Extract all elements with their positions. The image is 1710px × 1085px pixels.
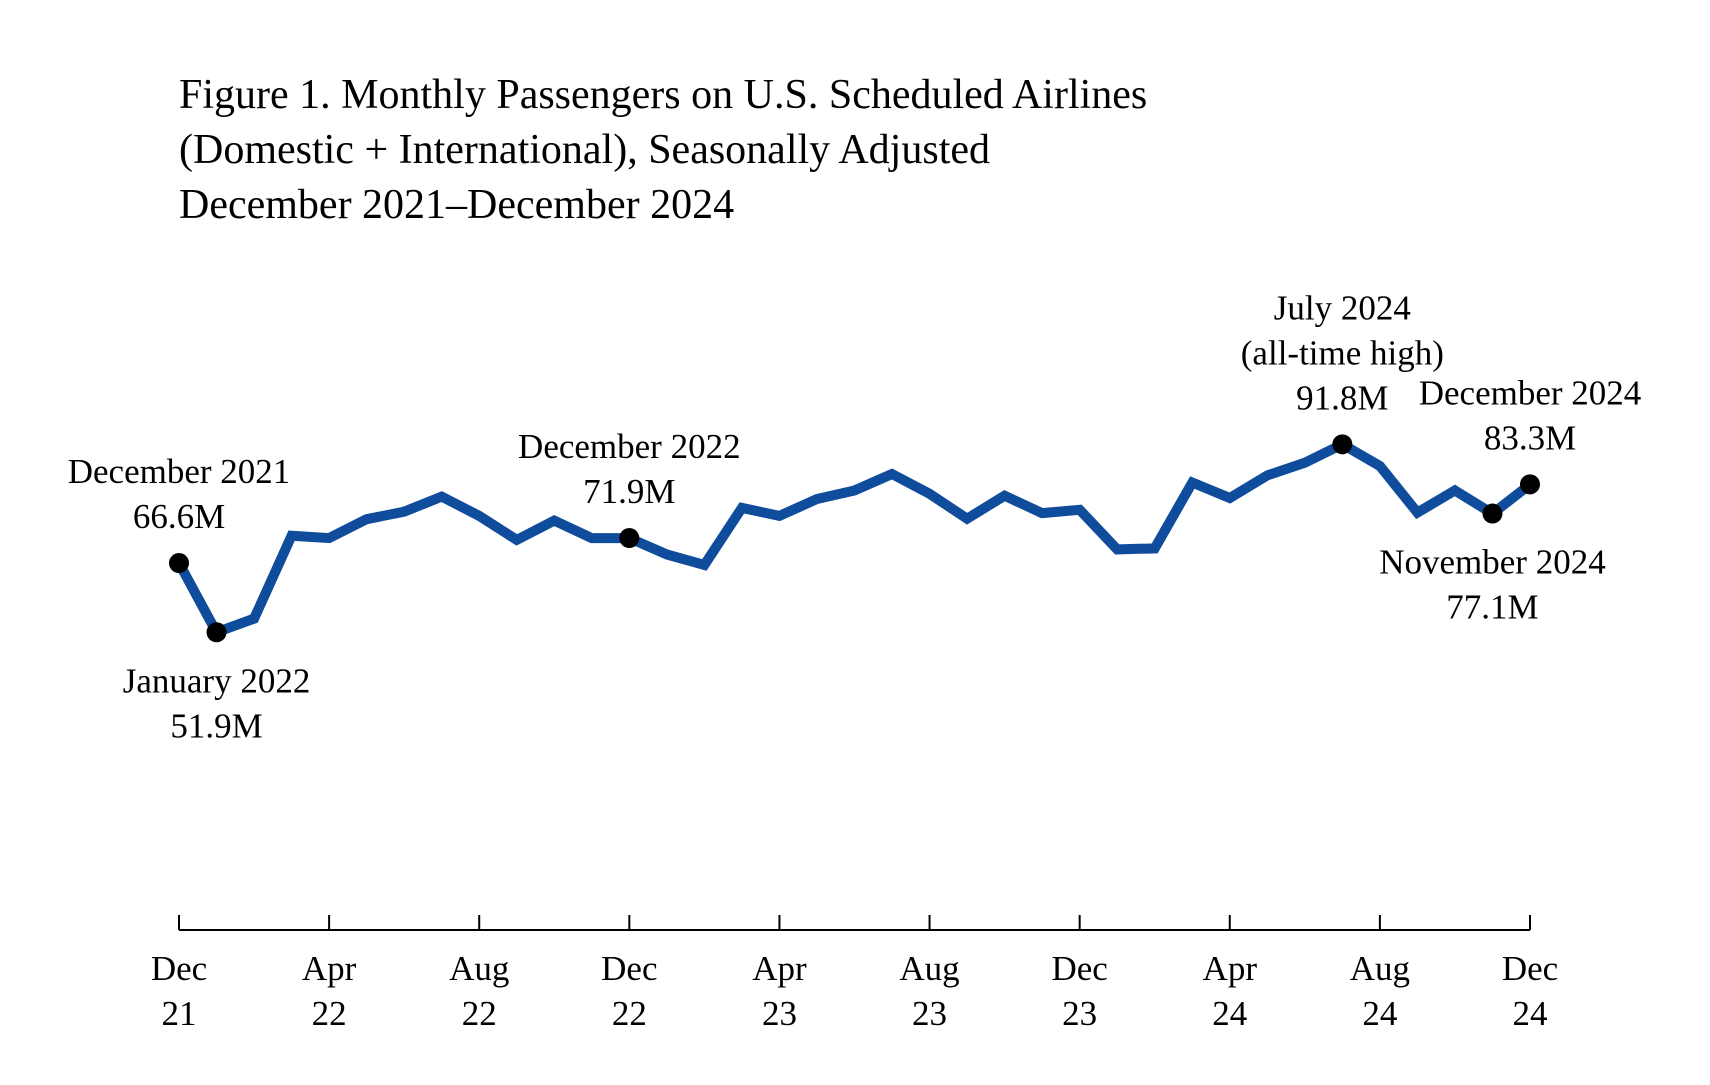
data-point-marker [1520,474,1540,495]
annotation-label: 66.6M [133,497,225,536]
x-tick-label-month: Dec [1051,949,1107,988]
x-tick-label-year: 23 [762,994,797,1033]
annotation-label: January 2022 [123,661,311,700]
annotation-label: 77.1M [1446,588,1538,627]
x-tick-label-year: 21 [162,994,197,1033]
annotation-label: December 2022 [518,427,741,466]
x-tick-label-year: 24 [1362,994,1397,1033]
annotation-label: 51.9M [170,706,262,745]
x-tick-label-year: 24 [1513,994,1548,1033]
x-tick-label-year: 23 [1062,994,1097,1033]
x-tick-label-month: Aug [1350,949,1410,988]
x-tick-label-year: 22 [462,994,497,1033]
x-axis: Dec 21 Apr 22 Aug 22 Dec 22 Apr 23 Aug 23 Dec 23 Apr 24… [151,915,1558,1033]
annotation-label: 91.8M [1296,378,1388,417]
annotation-label: (all-time high) [1241,333,1444,372]
x-tick-label-month: Dec [1502,949,1558,988]
chart-title-line-2: (Domestic + International), Seasonally A… [179,127,990,173]
x-tick-label-month: Dec [151,949,207,988]
annotation-label: December 2024 [1419,373,1642,412]
x-tick-label-month: Dec [601,949,657,988]
x-tick-label-month: Aug [899,949,959,988]
data-point-marker [1482,503,1503,524]
x-tick-label-month: Apr [752,949,807,988]
chart-title: Figure 1. Monthly Passengers on U.S. Sch… [179,72,1147,228]
annotation-layer: December 2021 66.6M January 2022 51.9M Decem… [68,288,1642,745]
data-point-marker [1332,434,1353,455]
x-tick-label-month: Aug [449,949,509,988]
annotation-label: November 2024 [1379,543,1605,582]
x-tick-label-month: Apr [302,949,357,988]
series-layer [174,438,1534,639]
data-point-marker [619,528,640,549]
annotation-label: 83.3M [1484,418,1576,457]
chart-title-line-3: December 2021–December 2024 [179,182,734,228]
marker-layer [169,434,1540,643]
annotation-label: December 2021 [68,452,291,491]
chart-title-line-1: Figure 1. Monthly Passengers on U.S. Sch… [179,72,1147,118]
series-line-passengers [174,438,1534,639]
x-tick-label-year: 23 [912,994,947,1033]
data-point-marker [169,553,189,574]
data-point-marker [206,622,227,643]
x-tick-label-year: 22 [612,994,647,1033]
x-tick-label-year: 24 [1212,994,1247,1033]
x-tick-label-month: Apr [1203,949,1258,988]
annotation-label: 71.9M [583,472,675,511]
x-tick-label-year: 22 [312,994,347,1033]
annotation-label: July 2024 [1274,288,1411,327]
